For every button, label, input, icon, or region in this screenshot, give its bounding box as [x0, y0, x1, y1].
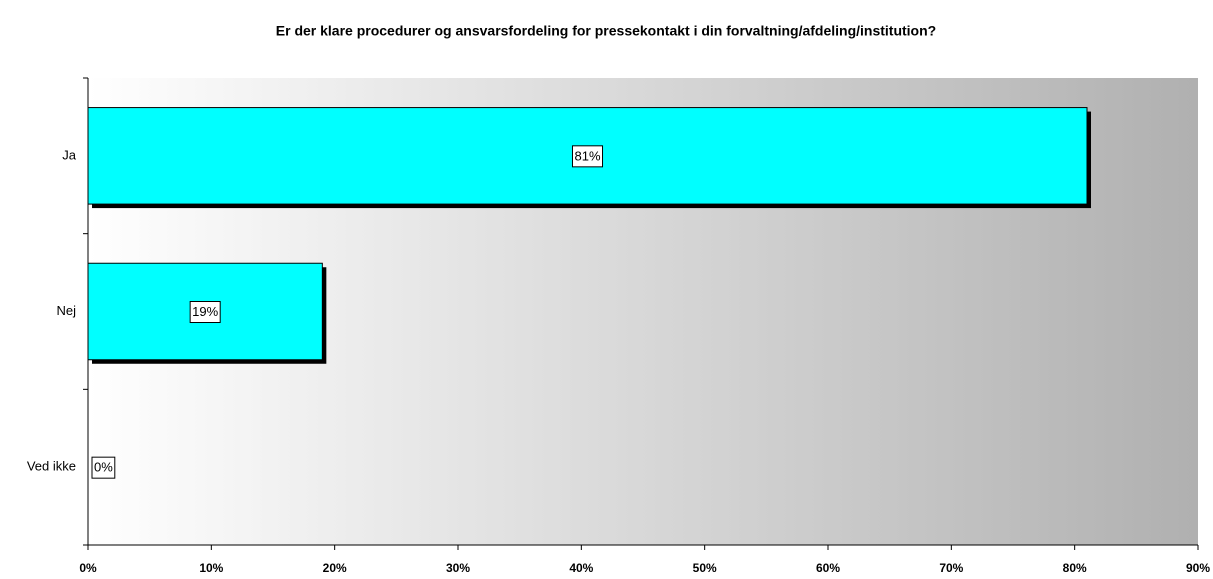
x-tick-label: 20% [323, 561, 347, 575]
value-label: 0% [94, 460, 113, 475]
x-tick-label: 70% [939, 561, 963, 575]
x-tick-label: 60% [816, 561, 840, 575]
x-tick-label: 50% [693, 561, 717, 575]
x-tick-label: 30% [446, 561, 470, 575]
value-label: 81% [574, 148, 600, 163]
value-label-box [189, 301, 221, 323]
x-tick-label: 90% [1186, 561, 1210, 575]
value-label-box [91, 456, 116, 479]
value-label-box [571, 145, 604, 168]
x-tick-label: 10% [199, 561, 223, 575]
x-tick-label: 40% [569, 561, 593, 575]
x-tick-label: 80% [1063, 561, 1087, 575]
y-tick-label: Ved ikke [27, 459, 76, 474]
y-tick-label: Ja [62, 147, 77, 162]
y-tick-label: Nej [56, 303, 76, 318]
value-label: 19% [192, 304, 218, 319]
x-tick-label: 0% [79, 561, 97, 575]
chart-title: Er der klare procedurer og ansvarsfordel… [276, 23, 936, 39]
